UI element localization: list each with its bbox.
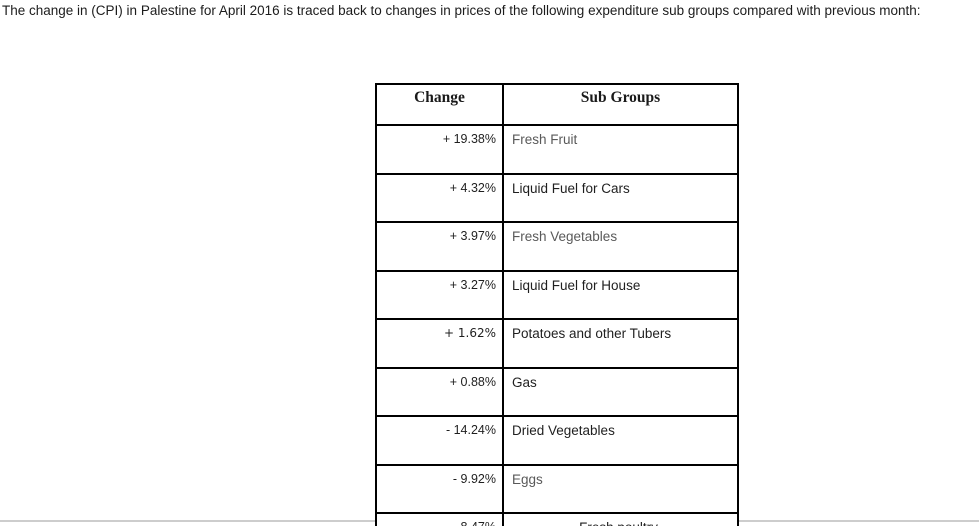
change-value: + 3.97% [375, 221, 504, 272]
change-value: - 9.92% [375, 463, 504, 514]
table-row: - 9.92% Eggs [375, 463, 739, 514]
sub-group-label: Eggs [502, 463, 739, 514]
column-header-sub-groups: Sub Groups [502, 83, 739, 126]
sub-group-label: Liquid Fuel for House [502, 269, 739, 320]
change-value: + 4.32% [375, 172, 504, 223]
table-row: + 3.97% Fresh Vegetables [375, 221, 739, 272]
table-row: + 0.88% Gas [375, 366, 739, 417]
table-row: - 14.24% Dried Vegetables [375, 415, 739, 466]
table-row: + 19.38% Fresh Fruit [375, 124, 739, 175]
table-header-row: Change Sub Groups [375, 83, 739, 126]
sub-group-label: Liquid Fuel for Cars [502, 172, 739, 223]
sub-group-label: Dried Vegetables [502, 415, 739, 466]
table-row: - 8.47%Fresh poultry [375, 512, 739, 526]
sub-group-label: Fresh Fruit [502, 124, 739, 175]
sub-group-label: Fresh poultry [502, 512, 739, 526]
table-row: + 1.62% Potatoes and other Tubers [375, 318, 739, 369]
column-header-change: Change [375, 83, 504, 126]
sub-group-label: Potatoes and other Tubers [502, 318, 739, 369]
change-value: + 1.62% [375, 318, 504, 369]
change-value: + 3.27% [375, 269, 504, 320]
change-value: - 14.24% [375, 415, 504, 466]
sub-group-label: Gas [502, 366, 739, 417]
intro-paragraph: The change in (CPI) in Palestine for Apr… [2, 3, 921, 18]
table-row: + 3.27% Liquid Fuel for House [375, 269, 739, 320]
table-row: + 4.32% Liquid Fuel for Cars [375, 172, 739, 223]
change-value: + 0.88% [375, 366, 504, 417]
cpi-change-table: Change Sub Groups + 19.38% Fresh Fruit + 4… [375, 83, 739, 526]
sub-group-label: Fresh Vegetables [502, 221, 739, 272]
change-value: + 19.38% [375, 124, 504, 175]
change-value: - 8.47% [375, 512, 504, 526]
